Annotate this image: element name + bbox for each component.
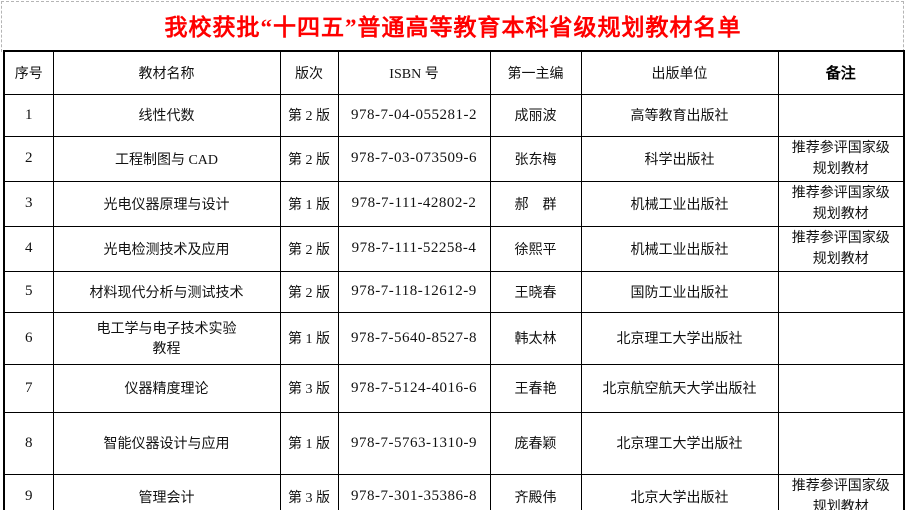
cell-editor: 张东梅 xyxy=(489,135,582,182)
cell-edition: 第 1 版 xyxy=(279,311,339,365)
col-header-name: 教材名称 xyxy=(52,50,281,95)
col-header-isbn: ISBN 号 xyxy=(337,50,491,95)
col-header-publisher: 出版单位 xyxy=(580,50,779,95)
cell-no: 5 xyxy=(3,270,54,313)
table-row: 1 线性代数 第 2 版 978-7-04-055281-2 成丽波 高等教育出… xyxy=(3,93,905,137)
cell-publisher: 北京理工大学出版社 xyxy=(580,411,779,475)
cell-publisher: 高等教育出版社 xyxy=(580,93,779,137)
cell-isbn: 978-7-111-42802-2 xyxy=(337,180,491,227)
col-header-remark: 备注 xyxy=(777,50,905,95)
cell-edition: 第 3 版 xyxy=(279,473,339,510)
table-row: 2 工程制图与 CAD 第 2 版 978-7-03-073509-6 张东梅 … xyxy=(3,135,905,182)
cell-name: 仪器精度理论 xyxy=(52,363,281,413)
cell-publisher: 北京大学出版社 xyxy=(580,473,779,510)
cell-no: 3 xyxy=(3,180,54,227)
cell-remark xyxy=(777,311,905,365)
cell-remark: 推荐参评国家级 规划教材 xyxy=(777,135,905,182)
table-row: 9 管理会计 第 3 版 978-7-301-35386-8 齐殿伟 北京大学出… xyxy=(3,473,905,510)
cell-isbn: 978-7-5124-4016-6 xyxy=(337,363,491,413)
table-row: 6 电工学与电子技术实验 教程 第 1 版 978-7-5640-8527-8 … xyxy=(3,311,905,365)
table-row: 8 智能仪器设计与应用 第 1 版 978-7-5763-1310-9 庞春颖 … xyxy=(3,411,905,475)
cell-publisher: 北京航空航天大学出版社 xyxy=(580,363,779,413)
cell-remark xyxy=(777,270,905,313)
cell-no: 8 xyxy=(3,411,54,475)
cell-isbn: 978-7-03-073509-6 xyxy=(337,135,491,182)
cell-name: 管理会计 xyxy=(52,473,281,510)
cell-editor: 庞春颖 xyxy=(489,411,582,475)
cell-edition: 第 1 版 xyxy=(279,180,339,227)
cell-remark: 推荐参评国家级 规划教材 xyxy=(777,473,905,510)
cell-edition: 第 1 版 xyxy=(279,411,339,475)
cell-publisher: 北京理工大学出版社 xyxy=(580,311,779,365)
cell-no: 9 xyxy=(3,473,54,510)
cell-publisher: 机械工业出版社 xyxy=(580,225,779,272)
cell-name: 光电检测技术及应用 xyxy=(52,225,281,272)
col-header-no: 序号 xyxy=(3,50,54,95)
cell-isbn: 978-7-5763-1310-9 xyxy=(337,411,491,475)
cell-isbn: 978-7-111-52258-4 xyxy=(337,225,491,272)
cell-isbn: 978-7-04-055281-2 xyxy=(337,93,491,137)
table-row: 4 光电检测技术及应用 第 2 版 978-7-111-52258-4 徐熙平 … xyxy=(3,225,905,272)
cell-name: 工程制图与 CAD xyxy=(52,135,281,182)
cell-publisher: 机械工业出版社 xyxy=(580,180,779,227)
cell-editor: 王春艳 xyxy=(489,363,582,413)
table-header-row: 序号 教材名称 版次 ISBN 号 第一主编 出版单位 备注 xyxy=(3,50,905,95)
cell-editor: 王晓春 xyxy=(489,270,582,313)
cell-remark xyxy=(777,411,905,475)
cell-name: 材料现代分析与测试技术 xyxy=(52,270,281,313)
cell-edition: 第 2 版 xyxy=(279,93,339,137)
cell-editor: 徐熙平 xyxy=(489,225,582,272)
cell-edition: 第 3 版 xyxy=(279,363,339,413)
cell-editor: 郝 群 xyxy=(489,180,582,227)
cell-no: 1 xyxy=(3,93,54,137)
cell-no: 7 xyxy=(3,363,54,413)
cell-publisher: 科学出版社 xyxy=(580,135,779,182)
cell-editor: 韩太林 xyxy=(489,311,582,365)
cell-remark xyxy=(777,93,905,137)
cell-no: 2 xyxy=(3,135,54,182)
cell-edition: 第 2 版 xyxy=(279,135,339,182)
cell-isbn: 978-7-118-12612-9 xyxy=(337,270,491,313)
table-row: 5 材料现代分析与测试技术 第 2 版 978-7-118-12612-9 王晓… xyxy=(3,270,905,313)
cell-remark xyxy=(777,363,905,413)
col-header-editor: 第一主编 xyxy=(489,50,582,95)
cell-editor: 成丽波 xyxy=(489,93,582,137)
cell-name: 电工学与电子技术实验 教程 xyxy=(52,311,281,365)
cell-name: 线性代数 xyxy=(52,93,281,137)
textbook-table: 序号 教材名称 版次 ISBN 号 第一主编 出版单位 备注 1 线性代数 第 … xyxy=(3,50,905,510)
cell-edition: 第 2 版 xyxy=(279,225,339,272)
cell-name: 光电仪器原理与设计 xyxy=(52,180,281,227)
cell-no: 6 xyxy=(3,311,54,365)
cell-no: 4 xyxy=(3,225,54,272)
cell-isbn: 978-7-5640-8527-8 xyxy=(337,311,491,365)
col-header-edition: 版次 xyxy=(279,50,339,95)
cell-isbn: 978-7-301-35386-8 xyxy=(337,473,491,510)
table-row: 7 仪器精度理论 第 3 版 978-7-5124-4016-6 王春艳 北京航… xyxy=(3,363,905,413)
table-row: 3 光电仪器原理与设计 第 1 版 978-7-111-42802-2 郝 群 … xyxy=(3,180,905,227)
cell-name: 智能仪器设计与应用 xyxy=(52,411,281,475)
cell-publisher: 国防工业出版社 xyxy=(580,270,779,313)
cell-remark: 推荐参评国家级 规划教材 xyxy=(777,225,905,272)
cell-editor: 齐殿伟 xyxy=(489,473,582,510)
cell-edition: 第 2 版 xyxy=(279,270,339,313)
page-title: 我校获批“十四五”普通高等教育本科省级规划教材名单 xyxy=(164,15,742,40)
cell-remark: 推荐参评国家级 规划教材 xyxy=(777,180,905,227)
